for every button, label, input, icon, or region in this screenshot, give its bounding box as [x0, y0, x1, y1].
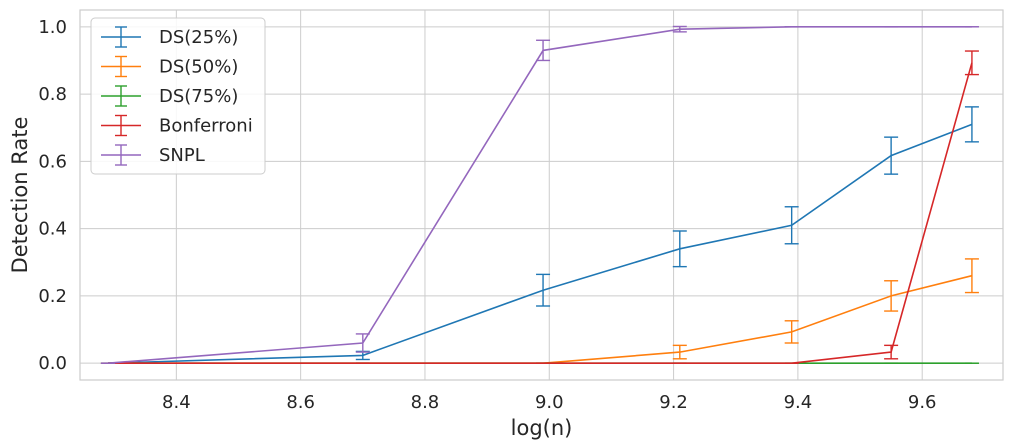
legend: DS(25%) DS(50%) DS(75%) Bonferroni SNPL — [90, 17, 266, 175]
y-axis-label: Detection Rate — [8, 117, 32, 274]
series-layer — [100, 25, 979, 365]
x-tick-label: 9.4 — [784, 392, 813, 413]
x-tick-label: 9.2 — [659, 392, 688, 413]
y-tick-label: 0.6 — [38, 151, 67, 172]
series-line — [107, 123, 973, 364]
y-tick-label: 0.4 — [38, 219, 67, 240]
legend-label: DS(75%) — [159, 86, 238, 107]
x-axis-label: log(n) — [511, 416, 573, 440]
legend-item: SNPL — [101, 144, 205, 166]
legend-item: DS(25%) — [101, 26, 238, 48]
y-tick-label: 0.8 — [38, 84, 67, 105]
series-line — [107, 25, 972, 364]
y-tick-label: 1.0 — [38, 17, 67, 38]
legend-label: SNPL — [159, 145, 205, 166]
legend-item: Bonferroni — [101, 114, 253, 137]
series-snpl — [100, 25, 979, 364]
y-tick-label: 0.0 — [38, 353, 67, 374]
legend-item: DS(75%) — [101, 85, 238, 107]
legend-item: DS(50%) — [101, 55, 238, 78]
x-tick-label: 8.4 — [162, 392, 191, 413]
y-tick-label: 0.2 — [38, 286, 67, 307]
x-tick-label: 8.8 — [411, 392, 440, 413]
x-tick-label: 8.6 — [286, 392, 315, 413]
plot-area-frame — [79, 9, 1004, 381]
x-tick-label: 9.0 — [535, 392, 564, 413]
legend-label: DS(25%) — [159, 27, 238, 48]
tick-labels: 8.4 8.6 8.8 9.0 9.2 9.4 9.6 0.0 0.2 0.4 0.6 0.8 1.0 — [38, 17, 936, 413]
legend-label: Bonferroni — [159, 116, 253, 137]
legend-frame — [90, 17, 266, 175]
legend-label: DS(50%) — [159, 57, 238, 78]
x-tick-label: 9.6 — [908, 392, 937, 413]
series-line — [108, 62, 973, 365]
